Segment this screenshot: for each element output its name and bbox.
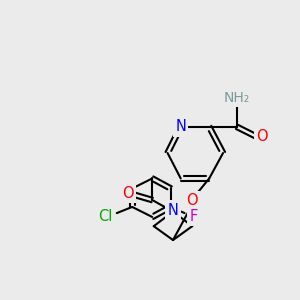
Text: N: N [175,119,186,134]
Text: N: N [168,202,178,217]
Text: F: F [190,209,198,224]
Text: O: O [122,186,134,201]
Text: NH₂: NH₂ [224,91,250,105]
Text: O: O [256,129,267,144]
Text: O: O [186,193,198,208]
Text: Cl: Cl [98,209,112,224]
